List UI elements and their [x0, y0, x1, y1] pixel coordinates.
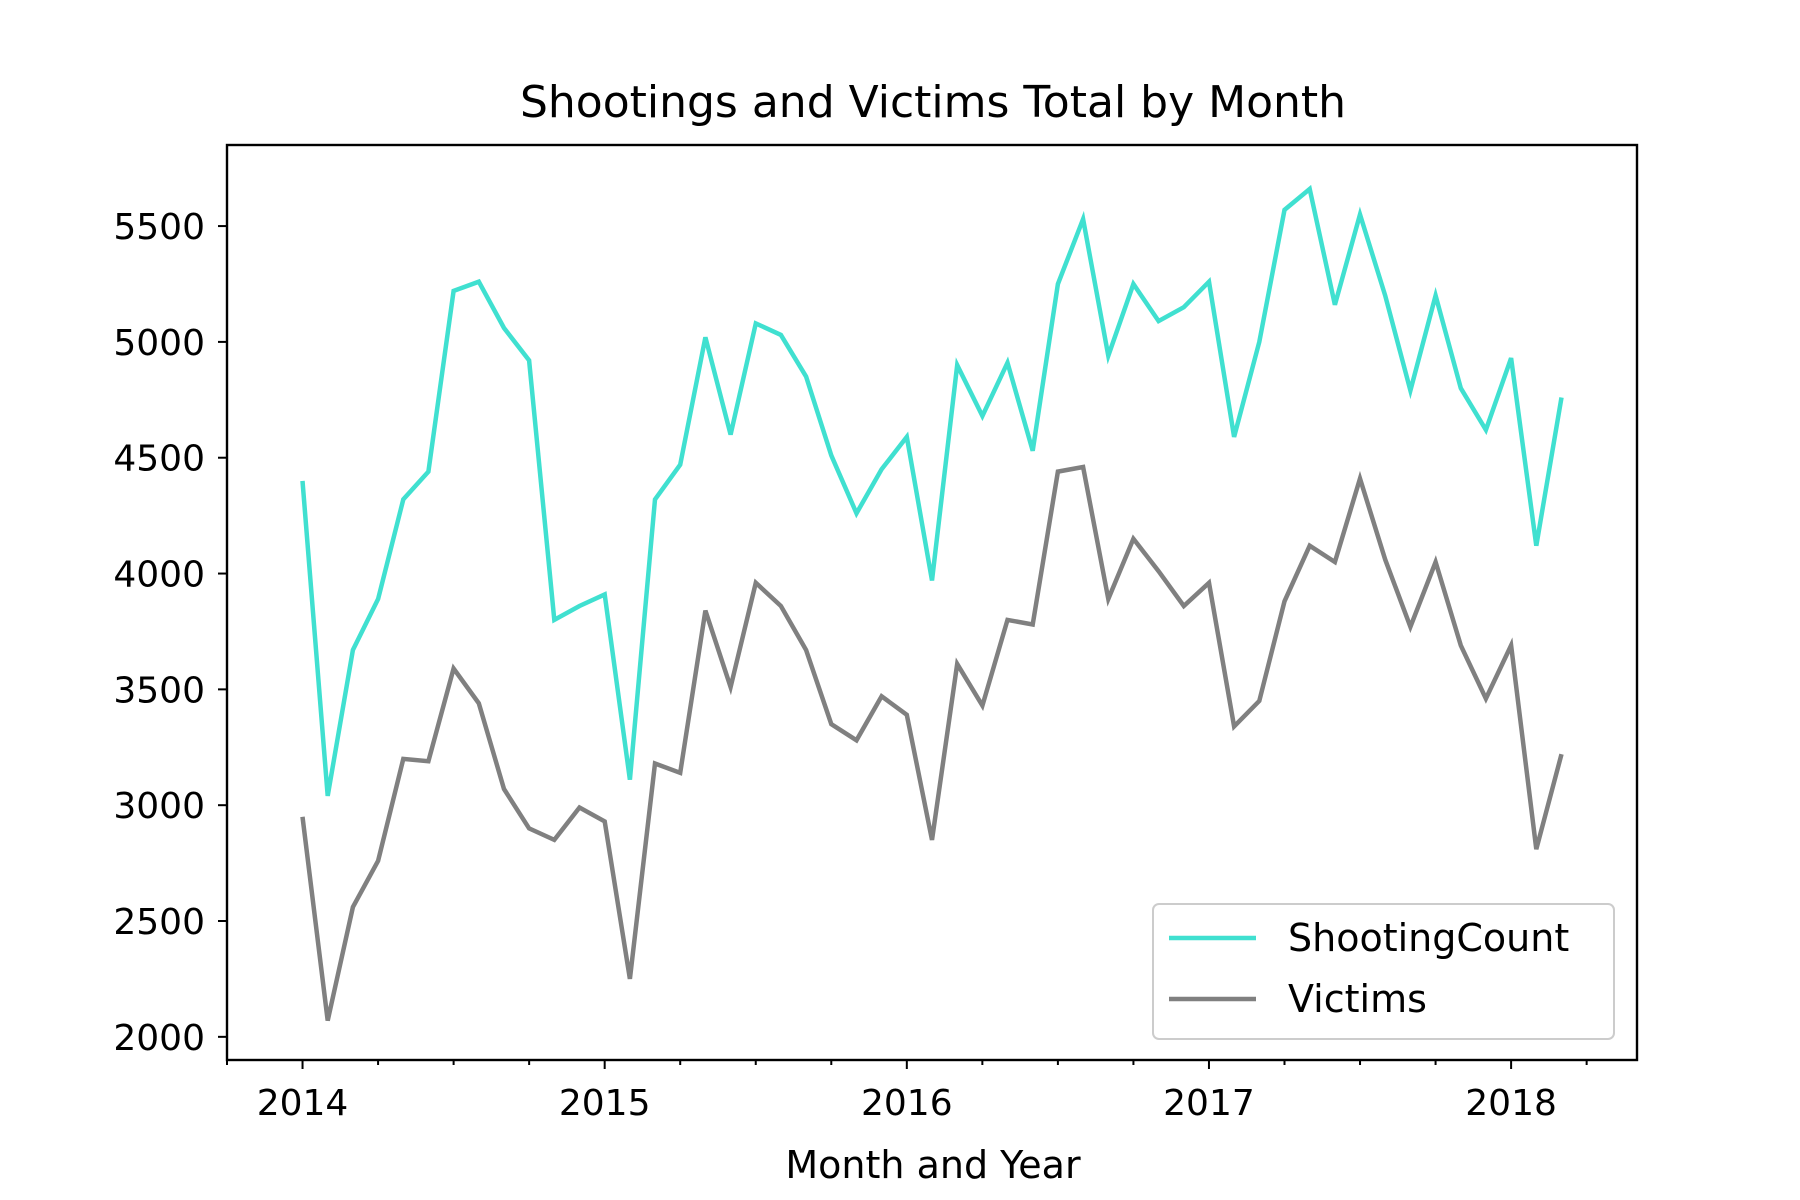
legend-label-shootingcount: ShootingCount	[1288, 916, 1569, 960]
y-axis: 2000 2500 3000 3500 4000 4500 5000 5500	[113, 207, 227, 1059]
x-tick-label: 2015	[559, 1083, 651, 1124]
legend: ShootingCount Victims	[1152, 903, 1615, 1040]
chart-title: Shootings and Victims Total by Month	[520, 77, 1346, 128]
x-axis-label: Month and Year	[785, 1143, 1081, 1187]
x-tick-label: 2016	[861, 1083, 953, 1124]
y-tick-label: 2500	[113, 902, 205, 943]
x-axis: 2014 2015 2016 2017 2018	[226, 1060, 1588, 1124]
series-line-shootingcount	[300, 184, 1564, 797]
y-tick-label: 4000	[113, 555, 205, 596]
x-tick-label: 2014	[257, 1083, 349, 1124]
legend-box	[1152, 903, 1615, 1040]
y-tick-label: 2000	[113, 1018, 205, 1059]
series-line-victims	[300, 464, 1564, 1022]
y-tick-label: 5500	[113, 207, 205, 248]
lines-layer	[300, 184, 1564, 1022]
y-tick-label: 4500	[113, 439, 205, 480]
legend-label-victims: Victims	[1288, 977, 1427, 1021]
x-tick-label: 2018	[1465, 1083, 1557, 1124]
x-tick-label: 2017	[1163, 1083, 1255, 1124]
y-tick-label: 3000	[113, 786, 205, 827]
plot-frame	[225, 143, 1639, 1062]
y-tick-label: 3500	[113, 670, 205, 711]
y-tick-label: 5000	[113, 323, 205, 364]
